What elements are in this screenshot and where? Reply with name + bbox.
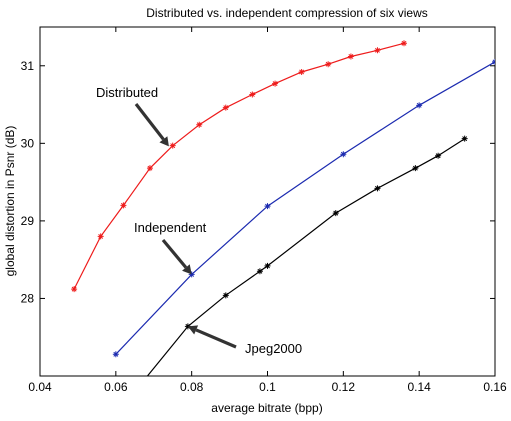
data-point-distributed (249, 91, 256, 98)
annotation-arrow-jpeg2000 (187, 325, 237, 349)
x-tick-label: 0.16 (483, 380, 507, 394)
x-tick-label: 0.12 (332, 380, 356, 394)
plot-area (39, 26, 496, 377)
data-point-jpeg2000 (264, 262, 271, 269)
data-point-independent (112, 351, 119, 358)
y-tick-label: 28 (21, 291, 35, 305)
data-point-independent (264, 203, 271, 210)
annotation-label-independent: Independent (134, 220, 207, 235)
data-point-distributed (401, 40, 407, 47)
data-point-distributed (272, 80, 279, 87)
annotation-label-jpeg2000: Jpeg2000 (245, 341, 302, 356)
data-point-jpeg2000 (132, 389, 138, 395)
series-line-distributed (73, 42, 405, 290)
y-tick-label: 30 (21, 136, 35, 150)
data-point-distributed (347, 53, 354, 60)
data-point-distributed (71, 286, 78, 293)
y-tick-label: 31 (21, 59, 35, 73)
x-axis-label: average bitrate (bpp) (211, 401, 322, 415)
data-point-distributed (146, 165, 153, 172)
y-tick-label: 29 (21, 214, 35, 228)
data-point-jpeg2000 (374, 185, 381, 192)
data-point-distributed (120, 202, 127, 209)
data-point-distributed (169, 142, 176, 149)
annotation-arrow-distributed (134, 103, 169, 147)
data-point-independent (416, 102, 423, 109)
data-point-distributed (325, 61, 332, 68)
data-point-distributed (97, 233, 104, 240)
series-line-independent (115, 61, 495, 355)
x-tick-label: 0.06 (104, 380, 128, 394)
data-point-distributed (298, 68, 305, 75)
data-point-independent (340, 151, 347, 158)
x-tick-label: 0.08 (180, 380, 204, 394)
data-point-jpeg2000 (412, 165, 419, 172)
x-tick-label: 0.1 (259, 380, 276, 394)
x-tick-label: 0.14 (407, 380, 431, 394)
y-axis-label: global distortion in Psnr (dB) (3, 126, 17, 277)
data-point-jpeg2000 (461, 135, 468, 142)
series-line-jpeg2000 (146, 138, 466, 376)
data-point-independent (492, 58, 495, 65)
data-point-jpeg2000 (222, 292, 229, 299)
data-point-jpeg2000 (184, 323, 191, 330)
chart-title: Distributed vs. independent compression … (146, 6, 427, 20)
x-tick-label: 0.04 (28, 380, 52, 394)
data-point-distributed (196, 121, 203, 128)
annotation-arrow-independent (161, 238, 192, 275)
data-point-distributed (374, 47, 381, 54)
data-point-independent (188, 271, 195, 278)
data-point-jpeg2000 (256, 268, 263, 275)
data-point-distributed (222, 104, 229, 111)
data-point-jpeg2000 (332, 210, 339, 217)
data-point-jpeg2000 (435, 152, 442, 159)
annotation-label-distributed: Distributed (96, 85, 158, 100)
